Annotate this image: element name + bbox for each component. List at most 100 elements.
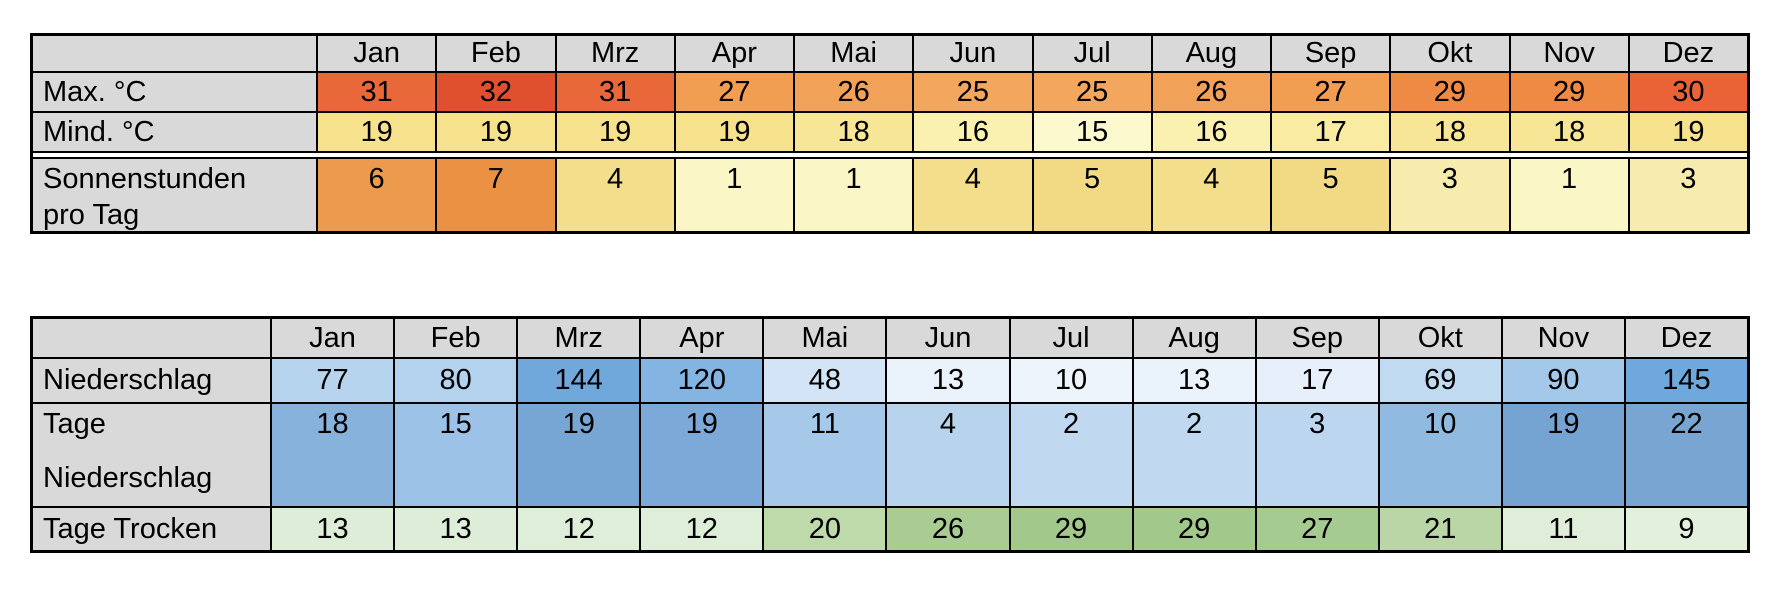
value-cell-mind-c-feb: 19 (435, 113, 555, 151)
month-header-dez: Dez (1623, 319, 1747, 357)
row-label-lines: Mind. °C (43, 115, 155, 149)
value-cell-tage-niederschlag-sep: 3 (1254, 404, 1378, 506)
value-cell-tage-niederschlag-jan: 18 (270, 404, 394, 506)
month-header-sep: Sep (1270, 36, 1390, 71)
value-cell-sonnenstunden-pro-tag-jun: 4 (912, 159, 1032, 231)
month-header-nov: Nov (1508, 36, 1628, 71)
value-cell-niederschlag-okt: 69 (1377, 359, 1501, 402)
value-cell-tage-trocken-jan: 13 (270, 508, 394, 550)
month-header-dez: Dez (1627, 36, 1747, 71)
value-cell-mind-c-mrz: 19 (554, 113, 674, 151)
value-cell-max-c-jun: 25 (912, 73, 1032, 111)
value-cell-sonnenstunden-pro-tag-mrz: 4 (554, 159, 674, 231)
table-row-tage-trocken: Tage Trocken 13 13 12 12 20 26 29 29 27 21 11 9 (33, 508, 1747, 550)
month-header-mai: Mai (762, 319, 886, 357)
month-header-nov: Nov (1500, 319, 1624, 357)
value-cell-mind-c-aug: 16 (1150, 113, 1270, 151)
month-header-jul: Jul (1031, 36, 1151, 71)
row-label-mind-c: Mind. °C (33, 113, 316, 151)
value-cell-tage-niederschlag-nov: 19 (1500, 404, 1624, 506)
value-cell-sonnenstunden-pro-tag-mai: 1 (793, 159, 913, 231)
month-header-aug: Aug (1131, 319, 1255, 357)
month-header-jun: Jun (912, 36, 1032, 71)
value-cell-sonnenstunden-pro-tag-aug: 4 (1150, 159, 1270, 231)
value-cell-tage-niederschlag-apr: 19 (639, 404, 763, 506)
value-cell-max-c-jul: 25 (1031, 73, 1151, 111)
corner-cell (33, 319, 270, 357)
value-cell-niederschlag-nov: 90 (1500, 359, 1624, 402)
month-header-row: Jan Feb Mrz Apr Mai Jun Jul Aug Sep Okt Nov Dez (33, 319, 1747, 359)
value-cell-niederschlag-jun: 13 (885, 359, 1009, 402)
value-cell-niederschlag-jan: 77 (270, 359, 394, 402)
value-cell-sonnenstunden-pro-tag-dez: 3 (1627, 159, 1747, 231)
value-cell-tage-trocken-okt: 21 (1377, 508, 1501, 550)
row-label-line: pro Tag (43, 199, 140, 231)
month-header-mrz: Mrz (554, 36, 674, 71)
value-cell-tage-trocken-sep: 27 (1254, 508, 1378, 550)
value-cell-mind-c-okt: 18 (1389, 113, 1509, 151)
value-cell-max-c-aug: 26 (1150, 73, 1270, 111)
value-cell-tage-niederschlag-jul: 2 (1008, 404, 1132, 506)
value-cell-max-c-nov: 29 (1508, 73, 1628, 111)
value-cell-tage-trocken-nov: 11 (1500, 508, 1624, 550)
value-cell-mind-c-dez: 19 (1627, 113, 1747, 151)
value-cell-sonnenstunden-pro-tag-jul: 5 (1031, 159, 1151, 231)
row-label-line: Max. °C (43, 75, 147, 108)
value-cell-tage-niederschlag-feb: 15 (393, 404, 517, 506)
value-cell-sonnenstunden-pro-tag-apr: 1 (673, 159, 793, 231)
temperature-sun-table: Jan Feb Mrz Apr Mai Jun Jul Aug Sep Okt Nov Dez Max.… (30, 33, 1750, 234)
row-label-lines: Tage Trocken (43, 512, 217, 546)
value-cell-tage-trocken-jun: 26 (885, 508, 1009, 550)
value-cell-tage-niederschlag-mai: 11 (762, 404, 886, 506)
value-cell-max-c-feb: 32 (435, 73, 555, 111)
month-header-row: Jan Feb Mrz Apr Mai Jun Jul Aug Sep Okt Nov Dez (33, 36, 1747, 73)
value-cell-tage-niederschlag-jun: 4 (885, 404, 1009, 506)
value-cell-sonnenstunden-pro-tag-feb: 7 (435, 159, 555, 231)
value-cell-sonnenstunden-pro-tag-nov: 1 (1508, 159, 1628, 231)
row-label-lines: Max. °C (43, 75, 146, 109)
value-cell-tage-niederschlag-aug: 2 (1131, 404, 1255, 506)
row-label-line: Niederschlag (43, 364, 213, 397)
month-header-apr: Apr (673, 36, 793, 71)
row-label-tage-niederschlag: Tage Niederschlag (33, 404, 270, 506)
precipitation-table: Jan Feb Mrz Apr Mai Jun Jul Aug Sep Okt Nov Dez Nied… (30, 316, 1750, 553)
value-cell-tage-trocken-jul: 29 (1008, 508, 1132, 550)
value-cell-niederschlag-dez: 145 (1623, 359, 1747, 402)
row-label-niederschlag: Niederschlag (33, 359, 270, 402)
month-header-sep: Sep (1254, 319, 1378, 357)
value-cell-mind-c-nov: 18 (1508, 113, 1628, 151)
value-cell-niederschlag-sep: 17 (1254, 359, 1378, 402)
value-cell-niederschlag-mrz: 144 (516, 359, 640, 402)
value-cell-tage-trocken-aug: 29 (1131, 508, 1255, 550)
table-row-max-c: Max. °C 31 32 31 27 26 25 25 26 27 29 29 30 (33, 73, 1747, 113)
month-header-feb: Feb (435, 36, 555, 71)
row-label-line: Mind. °C (43, 115, 155, 148)
value-cell-tage-trocken-apr: 12 (639, 508, 763, 550)
value-cell-tage-trocken-mai: 20 (762, 508, 886, 550)
row-label-lines: Sonnenstunden pro Tag (43, 162, 246, 231)
value-cell-niederschlag-mai: 48 (762, 359, 886, 402)
value-cell-max-c-mrz: 31 (554, 73, 674, 111)
value-cell-niederschlag-jul: 10 (1008, 359, 1132, 402)
corner-cell (33, 36, 316, 71)
table-row-mind-c: Mind. °C 19 19 19 19 18 16 15 16 17 18 18 19 (33, 113, 1747, 153)
month-header-feb: Feb (393, 319, 517, 357)
value-cell-niederschlag-feb: 80 (393, 359, 517, 402)
value-cell-sonnenstunden-pro-tag-okt: 3 (1389, 159, 1509, 231)
value-cell-mind-c-jul: 15 (1031, 113, 1151, 151)
row-label-line: Sonnenstunden (43, 163, 247, 195)
value-cell-mind-c-sep: 17 (1270, 113, 1390, 151)
value-cell-max-c-mai: 26 (793, 73, 913, 111)
value-cell-niederschlag-aug: 13 (1131, 359, 1255, 402)
value-cell-max-c-dez: 30 (1627, 73, 1747, 111)
value-cell-mind-c-mai: 18 (793, 113, 913, 151)
row-label-line: Tage Trocken (43, 512, 218, 545)
value-cell-max-c-jan: 31 (316, 73, 436, 111)
value-cell-tage-niederschlag-okt: 10 (1377, 404, 1501, 506)
value-cell-sonnenstunden-pro-tag-jan: 6 (316, 159, 436, 231)
value-cell-tage-trocken-mrz: 12 (516, 508, 640, 550)
month-header-jun: Jun (885, 319, 1009, 357)
row-label-sonnenstunden-pro-tag: Sonnenstunden pro Tag (33, 159, 316, 231)
month-header-okt: Okt (1377, 319, 1501, 357)
value-cell-tage-niederschlag-dez: 22 (1623, 404, 1747, 506)
